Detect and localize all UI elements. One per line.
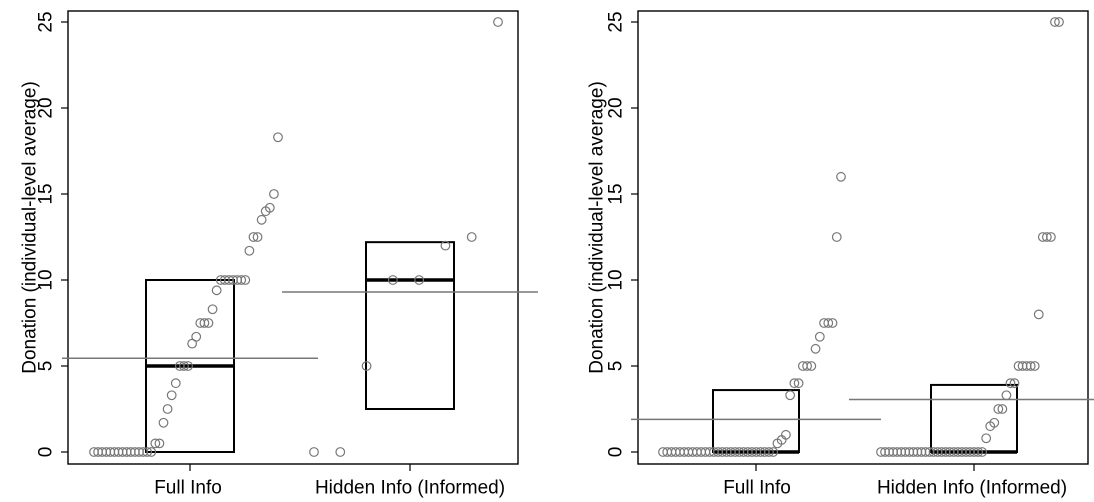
y-axis-label: Donation (individual-level average) [20, 81, 41, 374]
data-point [211, 285, 222, 296]
data-point [256, 214, 267, 225]
x-tick-label: Full Info [154, 478, 222, 499]
y-tick-label: 0 [36, 447, 57, 458]
data-point [158, 417, 169, 428]
data-point [1033, 309, 1044, 320]
data-point [993, 404, 1004, 414]
data-point [836, 171, 846, 182]
data-point [309, 447, 319, 457]
y-tick-label: 5 [36, 361, 57, 372]
left-panel: 0 5 10 15 20 25 Donation (individual-level ave… [20, 10, 538, 499]
data-point [1054, 17, 1064, 27]
data-point [199, 318, 210, 328]
data-point [1046, 232, 1056, 242]
data-point [240, 275, 251, 285]
data-point [236, 275, 247, 285]
data-point [1001, 390, 1012, 401]
data-point [493, 17, 503, 27]
data-point [814, 331, 825, 342]
data-point [207, 304, 218, 315]
data-point [335, 447, 346, 457]
data-point [466, 232, 477, 242]
iqr-box [365, 241, 455, 410]
data-point [823, 318, 834, 328]
data-point [1025, 361, 1036, 371]
data-point [1005, 378, 1016, 389]
data-point [806, 361, 817, 371]
data-point [1041, 232, 1052, 242]
data-point [440, 240, 451, 251]
y-tick-label: 10 [36, 269, 57, 290]
y-tick-label: 25 [36, 11, 57, 32]
data-point [387, 275, 398, 285]
y-axis-label: Donation (individual-level average) [587, 81, 608, 374]
y-tick-label: 20 [36, 97, 57, 118]
y-tick-label: 15 [36, 183, 57, 204]
data-point [764, 447, 774, 457]
data-point [781, 429, 791, 440]
x-tick-label: Hidden Info (Informed) [315, 478, 505, 499]
data-point [361, 361, 372, 371]
data-point [989, 417, 1000, 428]
x-tick-label: Full Info [723, 478, 791, 499]
data-point [810, 343, 821, 354]
data-point [170, 378, 181, 389]
data-point [1009, 378, 1020, 389]
data-point [179, 361, 189, 371]
data-point [977, 447, 988, 457]
right-panel: 0 5 10 15 20 25 Donation (individual-level ave… [587, 10, 1094, 499]
data-point [831, 232, 842, 242]
data-point [981, 433, 992, 444]
data-point [264, 202, 275, 213]
data-point [142, 447, 153, 457]
x-tick-label: Hidden Info (Informed) [877, 478, 1067, 499]
data-point [1050, 17, 1060, 27]
data-point [785, 390, 796, 401]
y-tick-label: 25 [606, 11, 627, 32]
data-point [793, 378, 804, 389]
data-point [203, 318, 214, 328]
data-point [273, 132, 283, 143]
data-point [827, 318, 838, 328]
data-point [802, 361, 812, 371]
data-point [150, 438, 161, 449]
data-point [154, 438, 165, 449]
data-point [183, 361, 193, 371]
iqr-box [712, 389, 800, 453]
data-point [252, 232, 263, 242]
y-tick-label: 15 [606, 183, 627, 204]
y-tick-label: 20 [606, 97, 627, 118]
y-tick-label: 0 [606, 447, 627, 458]
plot-frame [67, 10, 519, 465]
data-point [191, 331, 202, 342]
data-point [244, 245, 255, 256]
y-tick-label: 5 [606, 361, 627, 372]
data-point [768, 447, 779, 457]
plot-frame [637, 10, 1089, 465]
data-point [1029, 361, 1040, 371]
data-point [789, 378, 800, 389]
data-point [166, 390, 177, 401]
data-point [146, 447, 157, 457]
y-tick-label: 10 [606, 269, 627, 290]
data-point [248, 232, 259, 242]
iqr-box [930, 383, 1018, 454]
data-point [414, 275, 425, 285]
data-point [973, 447, 983, 457]
data-point [162, 404, 173, 414]
data-point [269, 189, 279, 199]
data-point [997, 404, 1008, 414]
